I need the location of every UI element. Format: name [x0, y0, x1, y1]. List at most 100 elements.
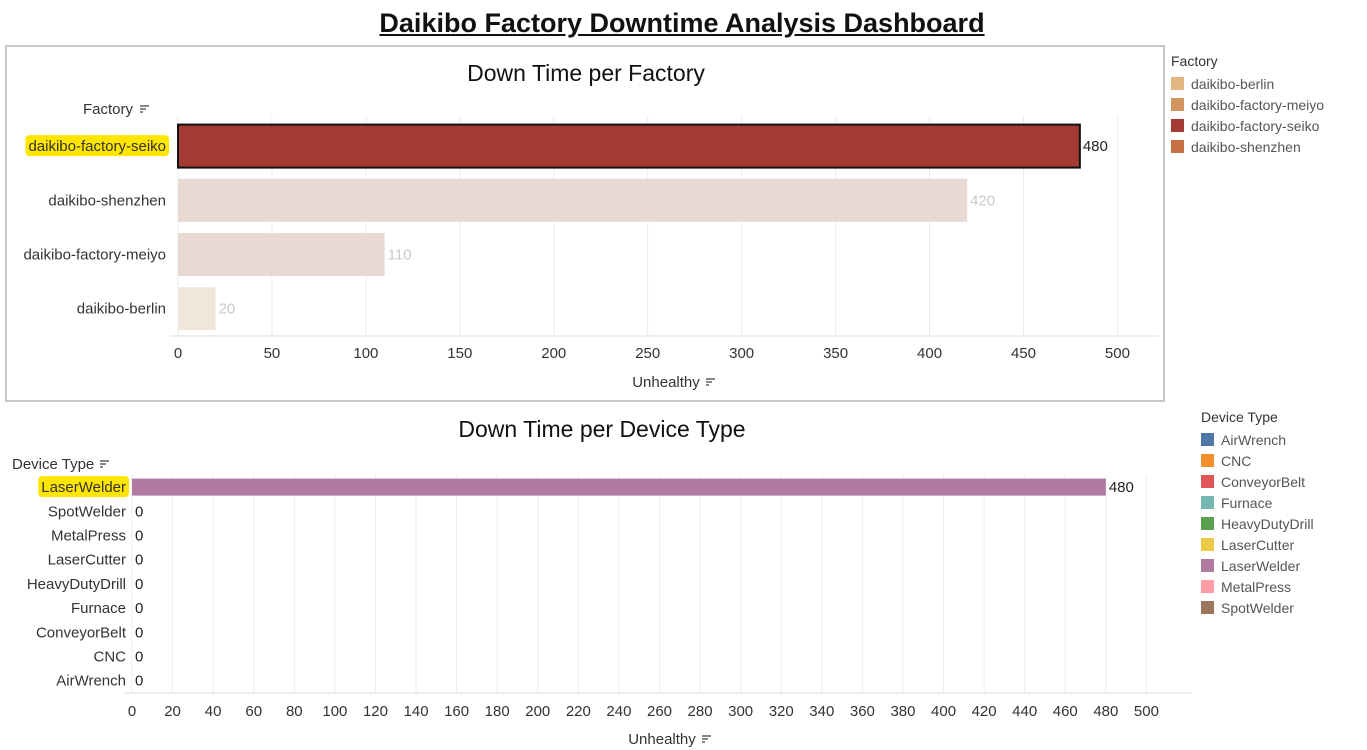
data-label: 0: [135, 649, 143, 666]
x-tick-label: 50: [264, 345, 281, 362]
factory-legend: Factory daikibo-berlin daikibo-factory-me…: [1171, 53, 1324, 157]
x-tick-label: 300: [729, 345, 754, 362]
category-label-furnace[interactable]: Furnace: [71, 600, 126, 617]
x-tick-label: 160: [444, 703, 469, 720]
device-type-legend: Device Type AirWrench CNC ConveyorBelt Furn…: [1201, 409, 1314, 618]
x-tick-label: 480: [1093, 703, 1118, 720]
x-tick-label: 320: [769, 703, 794, 720]
factory-chart-frame: [5, 45, 1165, 402]
data-label: 0: [135, 600, 143, 617]
x-tick-label: 500: [1134, 703, 1159, 720]
x-tick-label: 120: [363, 703, 388, 720]
bar-daikibo-factory-seiko[interactable]: [177, 123, 1081, 169]
x-tick-label: 20: [164, 703, 181, 720]
data-label: 480: [1109, 479, 1134, 496]
x-tick-label: 180: [485, 703, 510, 720]
legend-item[interactable]: LaserWelder: [1201, 555, 1314, 576]
sort-icon[interactable]: [706, 378, 715, 386]
x-tick-label: 100: [353, 345, 378, 362]
legend-label: HeavyDutyDrill: [1221, 515, 1314, 532]
category-label-daikibo-factory-seiko[interactable]: daikibo-factory-seiko: [28, 138, 166, 155]
data-label: 420: [970, 192, 995, 209]
x-tick-label: 350: [823, 345, 848, 362]
sort-icon[interactable]: [100, 460, 109, 468]
legend-item[interactable]: daikibo-berlin: [1171, 73, 1324, 94]
data-label: 480: [1083, 138, 1108, 155]
legend-label: MetalPress: [1221, 578, 1292, 595]
legend-item[interactable]: MetalPress: [1201, 576, 1314, 597]
bar-daikibo-factory-meiyo[interactable]: [178, 233, 385, 276]
data-label: 0: [135, 552, 143, 569]
x-tick-label: 0: [174, 345, 182, 362]
legend-item[interactable]: LaserCutter: [1201, 534, 1314, 555]
x-tick-label: 200: [541, 345, 566, 362]
category-label-daikibo-berlin[interactable]: daikibo-berlin: [77, 301, 166, 318]
legend-label: LaserCutter: [1221, 536, 1295, 553]
x-tick-label: 60: [245, 703, 262, 720]
factory-downtime-chart: Down Time per Factory 0 50 100 150 200 250 300 3…: [23, 60, 1159, 391]
x-tick-label: 40: [205, 703, 222, 720]
legend-item[interactable]: CNC: [1201, 450, 1314, 471]
x-tick-label: 500: [1105, 345, 1130, 362]
legend-label: daikibo-factory-meiyo: [1191, 96, 1325, 113]
legend-swatch: [1201, 580, 1214, 593]
legend-label: CNC: [1221, 452, 1252, 469]
bar-daikibo-berlin[interactable]: [178, 287, 216, 331]
category-label-conveyorbelt[interactable]: ConveyorBelt: [36, 624, 127, 641]
x-tick-label: 280: [688, 703, 713, 720]
legend-swatch: [1171, 140, 1184, 153]
sort-icon[interactable]: [140, 105, 149, 113]
legend-swatch: [1201, 454, 1214, 467]
category-label-spotwelder[interactable]: SpotWelder: [48, 503, 126, 520]
x-tick-label: 400: [931, 703, 956, 720]
legend-label: LaserWelder: [1221, 557, 1301, 574]
legend-swatch: [1201, 496, 1214, 509]
x-tick-label: 380: [890, 703, 915, 720]
category-label-airwrench[interactable]: AirWrench: [56, 673, 126, 690]
legend-item[interactable]: daikibo-factory-meiyo: [1171, 94, 1324, 115]
dashboard-title: Daikibo Factory Downtime Analysis Dashbo…: [379, 8, 985, 38]
legend-item[interactable]: HeavyDutyDrill: [1201, 513, 1314, 534]
category-label-metalpress[interactable]: MetalPress: [51, 528, 126, 545]
bar-laserwelder[interactable]: [132, 478, 1106, 496]
legend-swatch: [1201, 538, 1214, 551]
legend-label: AirWrench: [1221, 431, 1287, 448]
x-tick-label: 340: [809, 703, 834, 720]
legend-item[interactable]: SpotWelder: [1201, 597, 1314, 618]
legend-label: daikibo-shenzhen: [1191, 138, 1301, 155]
bar-daikibo-shenzhen[interactable]: [178, 178, 968, 222]
x-tick-label: 250: [635, 345, 660, 362]
category-label-heavydutydrill[interactable]: HeavyDutyDrill: [27, 576, 126, 593]
x-tick-label: 200: [525, 703, 550, 720]
legend-item[interactable]: ConveyorBelt: [1201, 471, 1314, 492]
category-label-laserwelder[interactable]: LaserWelder: [41, 479, 126, 496]
x-tick-label: 460: [1053, 703, 1078, 720]
legend-item[interactable]: daikibo-factory-seiko: [1171, 115, 1324, 136]
x-axis-title: Unhealthy: [628, 731, 696, 748]
legend-item[interactable]: daikibo-shenzhen: [1171, 136, 1324, 157]
data-label: 0: [135, 576, 143, 593]
category-label-daikibo-shenzhen[interactable]: daikibo-shenzhen: [48, 192, 166, 209]
category-label-cnc[interactable]: CNC: [94, 649, 127, 666]
data-label: 0: [135, 624, 143, 641]
category-highlight: [25, 135, 169, 157]
legend-swatch: [1201, 475, 1214, 488]
legend-swatch: [1171, 119, 1184, 132]
category-label-daikibo-factory-meiyo[interactable]: daikibo-factory-meiyo: [23, 247, 166, 264]
legend-label: daikibo-berlin: [1191, 75, 1275, 92]
x-tick-label: 420: [972, 703, 997, 720]
legend-swatch: [1201, 601, 1214, 614]
sort-icon[interactable]: [702, 735, 711, 743]
legend-label: Furnace: [1221, 494, 1273, 511]
legend-label: daikibo-factory-seiko: [1191, 117, 1320, 134]
legend-item[interactable]: Furnace: [1201, 492, 1314, 513]
y-axis-title: Device Type: [12, 456, 94, 473]
data-label: 0: [135, 528, 143, 545]
x-tick-label: 220: [566, 703, 591, 720]
category-label-lasercutter[interactable]: LaserCutter: [48, 552, 126, 569]
legend-title: Factory: [1171, 53, 1218, 69]
category-highlight: [38, 476, 129, 498]
legend-item[interactable]: AirWrench: [1201, 429, 1314, 450]
data-label: 0: [135, 673, 143, 690]
